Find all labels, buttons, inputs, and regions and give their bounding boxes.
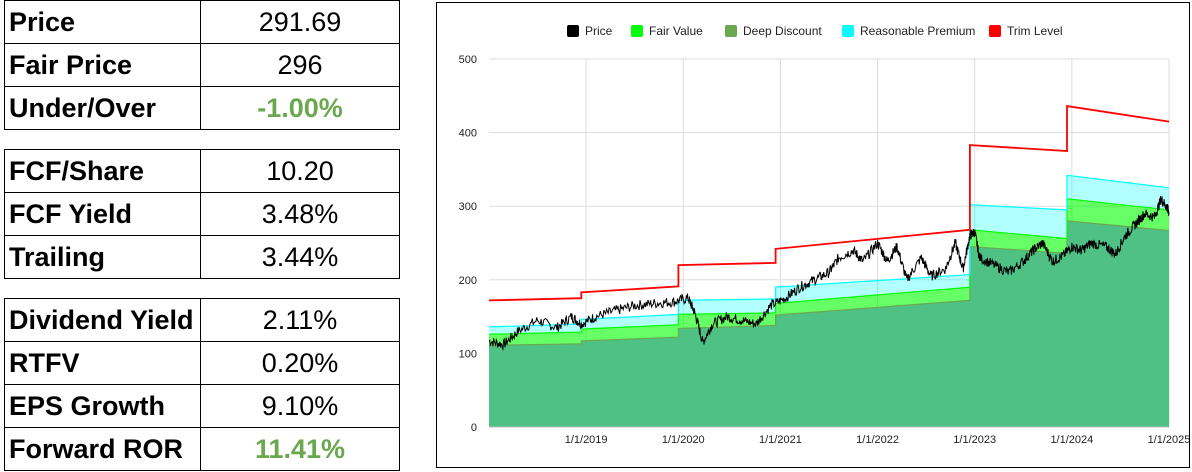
- reasonable-premium-line: [488, 174, 1170, 328]
- metric-label: Price: [4, 0, 201, 44]
- metric-row: Forward ROR 11.41%: [4, 427, 400, 471]
- y-tick-label: 300: [459, 201, 477, 213]
- legend-item: Fair Value: [631, 24, 703, 38]
- legend-label: Price: [585, 24, 613, 38]
- price-line: [488, 195, 1170, 351]
- fair-value-line: [488, 198, 1170, 335]
- legend-item: Reasonable Premium: [842, 24, 975, 38]
- legend-swatch: [631, 25, 643, 37]
- valuation-table: Price 291.69 Fair Price 296 Under/Over -1.00%: [4, 0, 400, 130]
- metric-row: Dividend Yield 2.11%: [4, 298, 400, 342]
- metric-value: 0.20%: [200, 341, 400, 385]
- metric-row: Trailing 3.44%: [4, 235, 400, 279]
- metric-value: 2.11%: [200, 298, 400, 342]
- reasonable-premium-band: [489, 175, 1169, 335]
- y-tick-label: 400: [459, 128, 477, 140]
- chart-canvas: 0 100 200 300 400 500 1/1/2019 1/1/2020 1/1/2021…: [459, 24, 1189, 446]
- metric-row: FCF Yield 3.48%: [4, 192, 400, 236]
- x-tick-label: 1/1/2022: [856, 434, 899, 446]
- metric-label: RTFV: [4, 341, 201, 385]
- legend-swatch: [842, 25, 854, 37]
- metric-value: 3.48%: [200, 192, 400, 236]
- metric-label: Dividend Yield: [4, 298, 201, 342]
- x-tick-label: 1/1/2019: [565, 434, 608, 446]
- metric-value: 9.10%: [200, 384, 400, 428]
- metric-value: 3.44%: [200, 235, 400, 279]
- metric-value: -1.00%: [200, 86, 400, 130]
- legend-swatch: [989, 25, 1001, 37]
- metric-label: Under/Over: [4, 86, 201, 130]
- cash-flow-table: FCF/Share 10.20 FCF Yield 3.48% Trailing 3.44…: [4, 149, 400, 279]
- metric-value: 11.41%: [200, 427, 400, 471]
- metric-row: FCF/Share 10.20: [4, 149, 400, 193]
- metric-label: Fair Price: [4, 43, 201, 87]
- metric-row: RTFV 0.20%: [4, 341, 400, 385]
- metric-label: FCF Yield: [4, 192, 201, 236]
- legend-label: Fair Value: [649, 24, 703, 38]
- legend-item: Trim Level: [989, 24, 1063, 38]
- x-tick-label: 1/1/2023: [953, 434, 996, 446]
- y-tick-label: 100: [459, 348, 477, 360]
- metric-row: Fair Price 296: [4, 43, 400, 87]
- trim-level-line: [488, 105, 1170, 302]
- metric-label: EPS Growth: [4, 384, 201, 428]
- legend-item: Deep Discount: [725, 24, 822, 38]
- metric-row: EPS Growth 9.10%: [4, 384, 400, 428]
- metric-label: FCF/Share: [4, 149, 201, 193]
- metric-row: Price 291.69: [4, 0, 400, 44]
- legend-swatch: [725, 25, 737, 37]
- metric-value: 10.20: [200, 149, 400, 193]
- y-tick-label: 500: [459, 54, 477, 66]
- metric-label: Trailing: [4, 235, 201, 279]
- metric-value: 291.69: [200, 0, 400, 44]
- legend-label: Trim Level: [1007, 24, 1063, 38]
- x-tick-label: 1/1/2020: [662, 434, 705, 446]
- metric-row: Under/Over -1.00%: [4, 86, 400, 130]
- y-tick-label: 200: [459, 275, 477, 287]
- x-tick-label: 1/1/2021: [759, 434, 802, 446]
- y-tick-label: 0: [471, 422, 477, 434]
- returns-table: Dividend Yield 2.11% RTFV 0.20% EPS Growth 9.…: [4, 298, 400, 471]
- valuation-chart: 0 100 200 300 400 500 1/1/2019 1/1/2020 1/1/2021…: [436, 2, 1190, 468]
- fair-value-band: [489, 198, 1169, 346]
- legend-label: Reasonable Premium: [860, 24, 975, 38]
- metric-value: 296: [200, 43, 400, 87]
- legend-swatch: [567, 25, 579, 37]
- metric-label: Forward ROR: [4, 427, 201, 471]
- x-tick-label: 1/1/2025: [1148, 434, 1189, 446]
- x-tick-label: 1/1/2024: [1050, 434, 1093, 446]
- legend-item: Price: [567, 24, 613, 38]
- legend-label: Deep Discount: [743, 24, 822, 38]
